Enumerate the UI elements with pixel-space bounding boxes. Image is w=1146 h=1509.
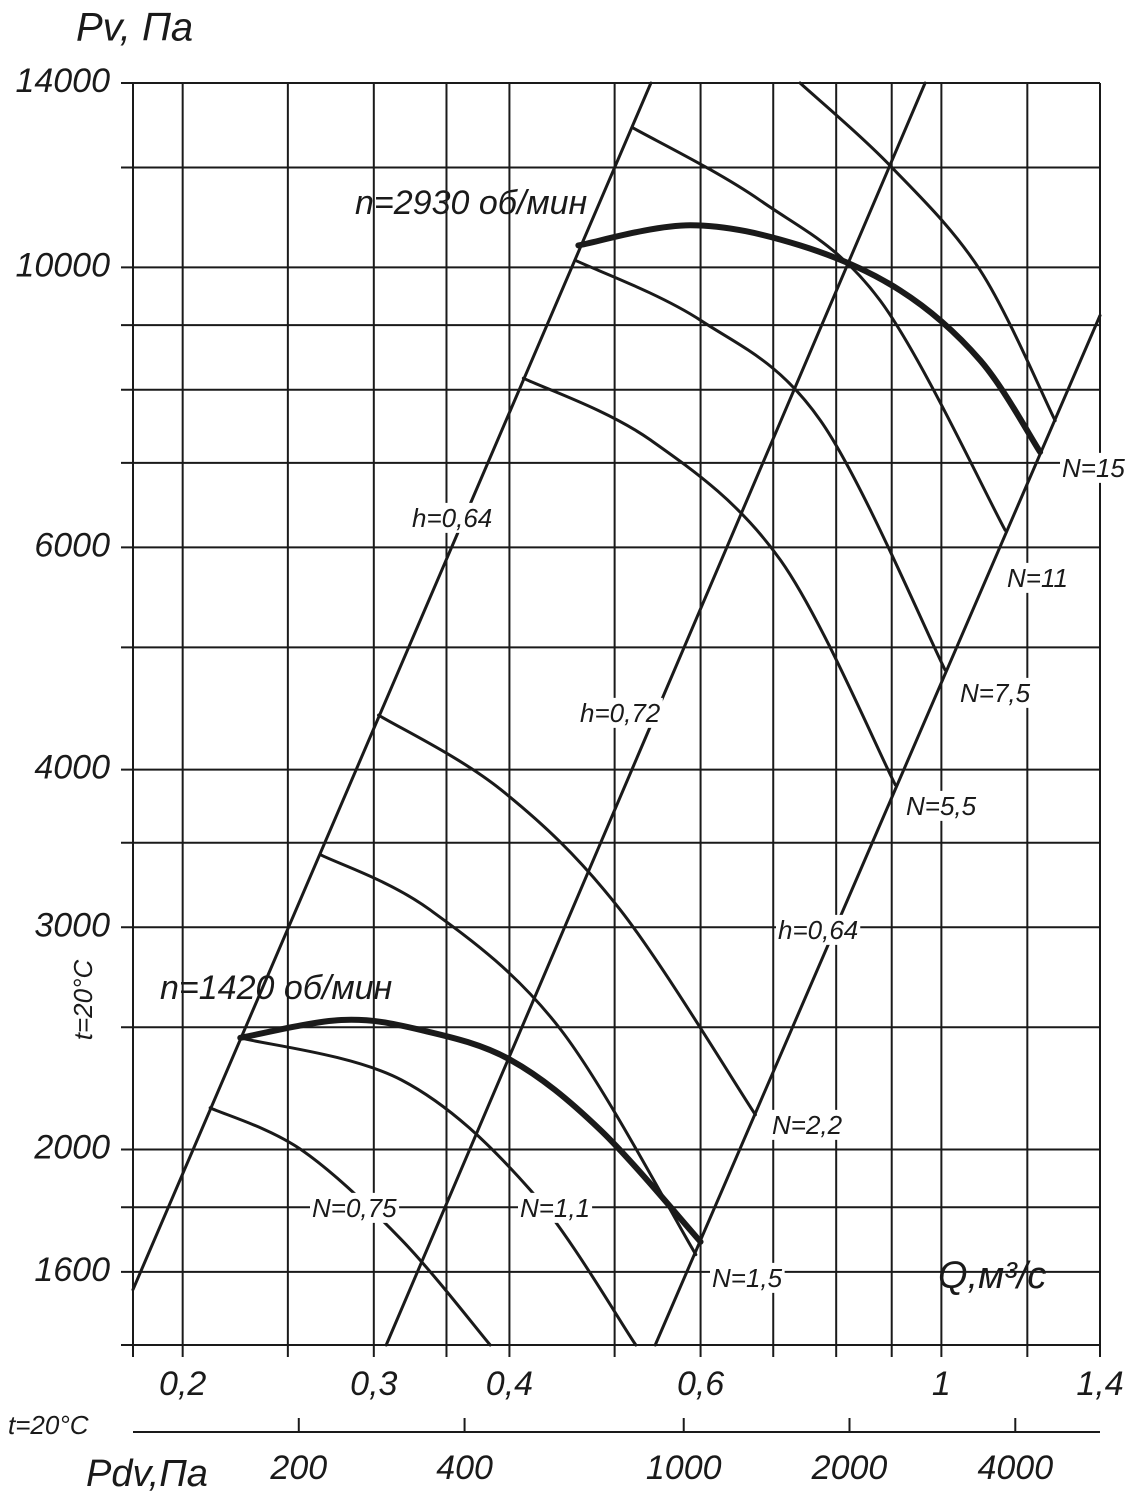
y-axis-title: Pv, Па — [76, 6, 193, 50]
y-tick-label: 3000 — [34, 906, 110, 944]
x-tick-label: 0,6 — [677, 1365, 724, 1403]
curve-label: h=0,72 — [580, 698, 661, 728]
curve — [238, 1036, 638, 1347]
curve-label: N=7,5 — [960, 678, 1031, 708]
y-tick-label: 4000 — [34, 749, 110, 787]
temperature-note: t=20°C — [68, 960, 98, 1041]
curve-label: N=0,75 — [312, 1193, 397, 1223]
curve — [208, 1106, 492, 1347]
curve — [653, 314, 1102, 1347]
x2-axis-title: Pdv,Па — [86, 1453, 208, 1495]
curve-label: N=15 — [1062, 453, 1125, 483]
x-tick-label: 0,2 — [159, 1365, 206, 1403]
curve-label: N=1,1 — [520, 1193, 590, 1223]
curve — [319, 853, 698, 1257]
x-tick-label: 0,3 — [350, 1365, 397, 1403]
x-axis-title: Q,м³/с — [938, 1255, 1046, 1297]
y-tick-label: 1600 — [34, 1251, 110, 1289]
curve-label: n=2930 об/мин — [355, 184, 588, 222]
y-tick-label: 2000 — [33, 1128, 110, 1166]
curve — [237, 1016, 704, 1245]
x-tick-label: 0,4 — [486, 1365, 533, 1403]
label-background — [578, 697, 663, 728]
label-background — [310, 1192, 400, 1223]
curve — [131, 81, 653, 1292]
x-tick-label: 1,4 — [1076, 1365, 1123, 1403]
curve — [573, 258, 947, 672]
grid — [121, 82, 1101, 1357]
x-tick-label: 1 — [932, 1365, 951, 1403]
curve — [521, 376, 897, 787]
curve-label: N=1,5 — [712, 1263, 783, 1293]
curve — [798, 81, 1057, 423]
label-background — [1005, 562, 1070, 593]
y-tick-label: 10000 — [15, 246, 110, 284]
y-tick-label: 14000 — [15, 62, 110, 100]
curve-label: h=0,64 — [778, 915, 858, 945]
label-background — [710, 1262, 785, 1293]
x2-tick-label: 4000 — [977, 1449, 1053, 1487]
x2-tick-label: 400 — [436, 1449, 493, 1487]
curve — [377, 713, 757, 1117]
x2-tick-label: 1000 — [646, 1449, 722, 1487]
x2-tick-label: 2000 — [811, 1449, 888, 1487]
curve-label: n=1420 об/мин — [160, 969, 393, 1007]
label-background — [904, 790, 979, 821]
curve — [630, 125, 1007, 532]
temperature-note: t=20°C — [8, 1410, 89, 1440]
curve-label: N=2,2 — [772, 1110, 843, 1140]
label-background — [776, 914, 861, 945]
label-background — [518, 1192, 593, 1223]
x2-tick-label: 200 — [269, 1449, 327, 1487]
curve-label: N=5,5 — [906, 791, 977, 821]
label-background — [770, 1109, 845, 1140]
label-background — [958, 677, 1033, 708]
y-tick-label: 6000 — [34, 526, 110, 564]
curve-label: N=11 — [1007, 563, 1068, 593]
curve-label: h=0,64 — [412, 503, 492, 533]
curve — [575, 222, 1044, 456]
label-background — [410, 502, 495, 533]
label-background — [1060, 452, 1128, 483]
